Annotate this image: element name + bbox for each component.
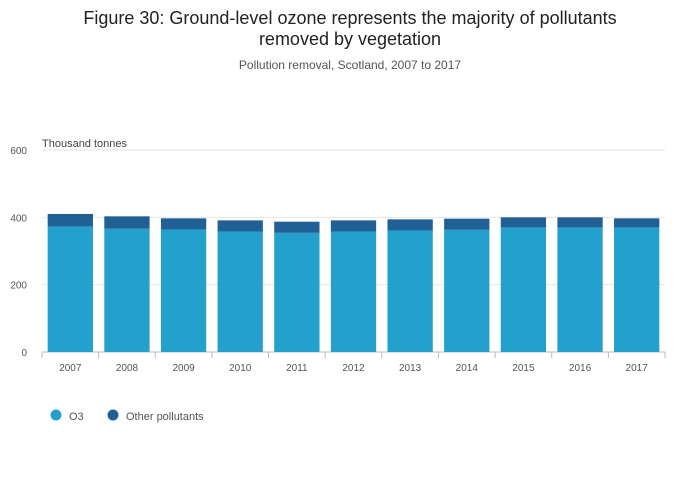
legend-marker-other-pollutants: [107, 409, 119, 421]
x-tick-label-2008: 2008: [116, 363, 139, 374]
bar-2017-other-pollutants: [614, 218, 660, 228]
chart-title-line-2: removed by vegetation: [258, 29, 442, 49]
x-tick-label-2016: 2016: [569, 363, 592, 374]
x-tick-label-2017: 2017: [626, 363, 649, 374]
bar-2012-other-pollutants: [330, 220, 377, 232]
x-tick-label-2010: 2010: [229, 363, 252, 374]
bar-2014-o3: [444, 229, 490, 352]
bar-2013-other-pollutants: [387, 219, 433, 231]
bar-2011-o3: [274, 232, 320, 352]
chart-title-line-1: Figure 30: Ground-level ozone represents…: [83, 8, 617, 28]
legend-label-other-pollutants: Other pollutants: [126, 411, 204, 423]
bar-2011-other-pollutants: [274, 221, 320, 233]
x-tick-label-2009: 2009: [172, 363, 195, 374]
x-tick-label-2013: 2013: [399, 363, 422, 374]
x-axis-ticks: 2007 2008 2009 2010 2011 2012 2013 2014 2015 2016…: [41, 352, 666, 374]
bar-2017-o3: [614, 227, 660, 352]
x-tick-label-2012: 2012: [342, 363, 365, 374]
legend-marker-o3: [50, 409, 62, 421]
bar-2012-o3: [330, 231, 377, 352]
bar-2015-other-pollutants: [500, 217, 547, 228]
x-tick-label-2014: 2014: [456, 363, 479, 374]
chart-title: Figure 30: Ground-level ozone represents…: [0, 8, 700, 50]
bar-2015-o3: [500, 227, 547, 352]
x-tick-label-2007: 2007: [59, 363, 82, 374]
legend-label-o3: O3: [69, 411, 84, 423]
bar-2010-o3: [217, 231, 263, 352]
bar-2016-o3: [557, 227, 603, 352]
y-axis-ticks: 0 200 400 600: [10, 146, 27, 359]
bar-2014-other-pollutants: [444, 218, 490, 230]
bar-2013-o3: [387, 230, 433, 352]
bars: [47, 213, 660, 352]
bar-2010-other-pollutants: [217, 220, 263, 232]
legend: O3 Other pollutants: [50, 409, 204, 423]
bar-2007-o3: [47, 226, 93, 352]
bar-2009-o3: [160, 229, 207, 352]
y-tick-label-0: 0: [21, 348, 27, 359]
y-tick-label-600: 600: [10, 146, 27, 157]
x-tick-label-2015: 2015: [512, 363, 535, 374]
y-tick-label-400: 400: [10, 213, 27, 224]
chart-subtitle: Pollution removal, Scotland, 2007 to 201…: [238, 58, 462, 72]
y-axis-unit-label: Thousand tonnes: [42, 138, 128, 150]
x-tick-label-2011: 2011: [286, 363, 308, 374]
y-tick-label-200: 200: [10, 281, 27, 292]
bar-2016-other-pollutants: [557, 217, 603, 228]
bar-2008-other-pollutants: [104, 216, 150, 229]
bar-2009-other-pollutants: [160, 218, 207, 230]
bar-2007-other-pollutants: [47, 213, 93, 227]
bar-2008-o3: [104, 228, 150, 352]
